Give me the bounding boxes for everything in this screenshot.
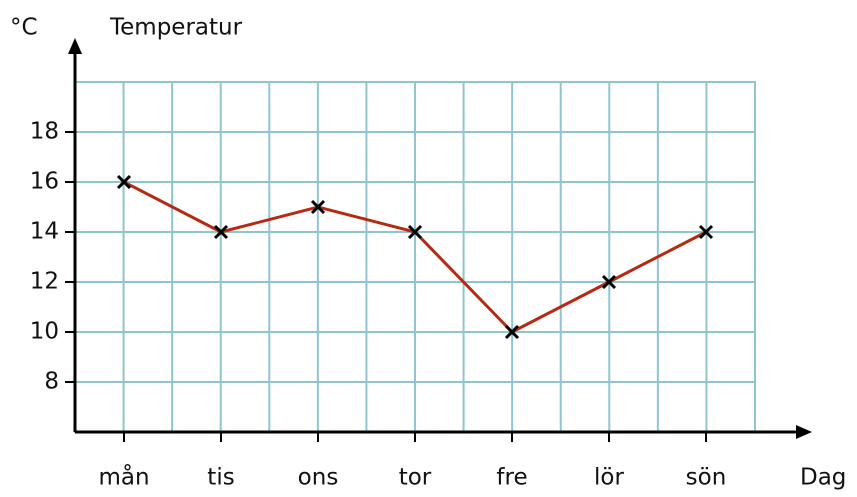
- y-tick-label: 12: [30, 269, 59, 295]
- marker-stroke: [213, 224, 229, 240]
- point-marker: [213, 224, 229, 240]
- marker-stroke: [504, 324, 520, 340]
- y-tick-label: 18: [30, 119, 59, 145]
- point-marker: [698, 224, 714, 240]
- x-tick-label: lör: [594, 465, 624, 491]
- y-tick-label: 14: [30, 219, 59, 245]
- point-marker: [504, 324, 520, 340]
- marker-stroke: [601, 274, 617, 290]
- x-tick-label: mån: [98, 463, 149, 491]
- y-axis-label: °C: [10, 15, 38, 41]
- point-marker: [601, 274, 617, 290]
- marker-stroke: [116, 174, 132, 190]
- y-tick-label: 8: [44, 369, 59, 395]
- x-tick-label: tis: [207, 465, 234, 491]
- x-tick-label: fre: [496, 465, 527, 491]
- x-tick-label: ons: [298, 465, 339, 491]
- chart-title: Temperatur: [109, 15, 243, 41]
- marker-stroke: [310, 199, 326, 215]
- marker-stroke: [407, 224, 423, 240]
- point-marker: [116, 174, 132, 190]
- x-axis-label: Dag: [800, 465, 846, 491]
- point-marker: [310, 199, 326, 215]
- x-axis-arrow: [796, 425, 812, 439]
- point-marker: [407, 224, 423, 240]
- x-tick-label: sön: [686, 465, 727, 491]
- marker-stroke: [698, 224, 714, 240]
- y-tick-label: 10: [30, 319, 59, 345]
- y-tick-label: 16: [30, 169, 59, 195]
- x-tick-label: tor: [399, 465, 432, 491]
- y-axis-arrow: [68, 38, 82, 54]
